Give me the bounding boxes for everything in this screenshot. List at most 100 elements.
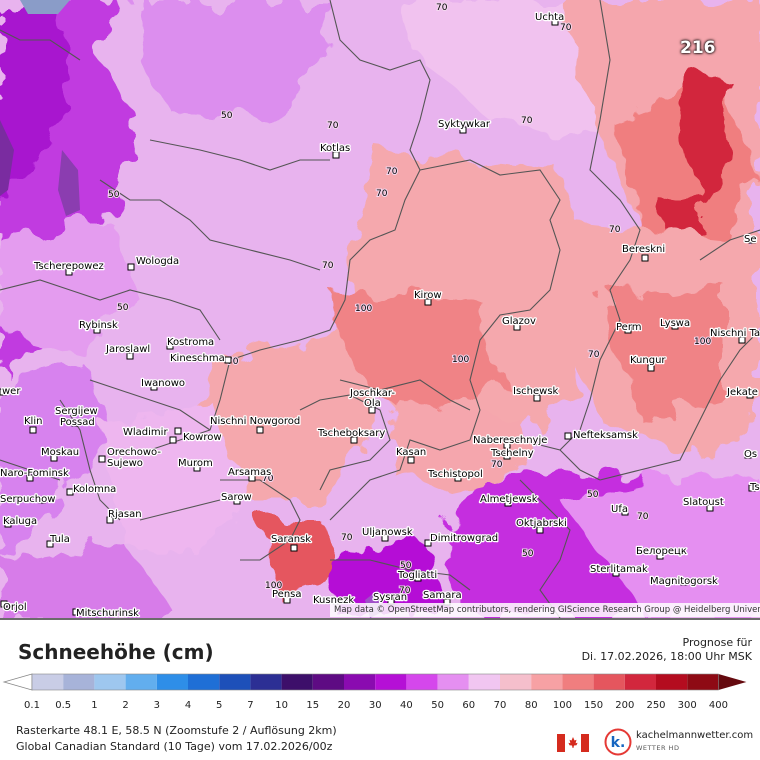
city-marker [748,236,756,244]
isoline-label: 70 [588,350,600,360]
city-marker [748,484,756,492]
city-label: Klin [24,416,42,427]
scale-segment [94,674,126,690]
city-marker [504,499,512,507]
logo-letter: k. [611,735,626,751]
scale-tick-label: 5 [216,700,222,711]
scale-tick-label: 15 [306,700,319,711]
city-label: wer [2,386,21,397]
isoline-label: 50 [108,190,120,200]
city-label: Se [744,234,757,245]
isoline-label: 50 [587,490,599,500]
city-label: Glazov [502,316,536,327]
kachelmann-logo-icon: k. [604,728,632,756]
city-label: Magnitogorsk [650,576,718,587]
city-label: Kasan [396,447,426,458]
city-marker [169,436,177,444]
scale-tick-label: 7 [247,700,253,711]
city-marker [454,474,462,482]
isoline-label: 70 [327,121,339,131]
city-label: Tscherepowez [33,261,104,272]
city-label: Nabereschnyje [473,435,547,446]
scale-tick-label: 0.1 [24,700,40,711]
city-marker [26,474,34,482]
city-label: Ufa [611,504,628,515]
scale-arrow-high [718,674,747,690]
city-marker [332,151,340,159]
city-label: Orechowo- [107,447,161,458]
city-label: Rjasan [108,509,142,520]
isoline-label: 50 [117,303,129,313]
isoline-label: 70 [262,474,274,484]
isoline-label: 50 [221,111,233,121]
kachelmann-logo[interactable]: k. kachelmannwetter.com WETTER HD [604,728,754,758]
city-marker [381,534,389,542]
max-value-label: 216 [680,38,716,58]
city-label: Syktywkar [438,119,491,130]
scale-segment [468,674,500,690]
city-marker [746,391,754,399]
scale-tick-label: 20 [338,700,351,711]
city-marker [350,436,358,444]
city-marker [4,520,12,528]
city-marker [65,268,73,276]
scale-segment [562,674,594,690]
city-marker [0,600,8,608]
city-label: Kolomna [73,484,116,495]
scale-tick-label: 200 [615,700,634,711]
isoline-label: 50 [400,561,412,571]
isoline-label: 70 [376,189,388,199]
forecast-label: Prognose für [682,636,753,649]
city-marker [93,326,101,334]
city-marker [424,539,432,547]
map-attribution[interactable]: Map data © OpenStreetMap contributors, r… [330,603,760,617]
city-marker [656,552,664,560]
city-label: Joschkar- [349,388,395,399]
city-marker [624,326,632,334]
city-label: Wladimir [123,427,168,438]
city-marker [564,432,572,440]
city-marker [641,254,649,262]
map-canvas: 70 70 50 70 70 70 70 50 70 70 50 100 100 70 100 70 70 50 7… [0,0,760,618]
scale-tick-label: 3 [154,700,160,711]
city-marker [106,516,114,524]
scale-tick-label: 250 [646,700,665,711]
isoline-label: 100 [452,355,469,365]
city-label: Lyswa [660,318,690,329]
isoline-label: 70 [322,261,334,271]
city-marker [671,322,679,330]
city-label: Tschistopol [427,469,483,480]
city-marker [29,426,37,434]
city-marker [503,441,511,449]
scale-segment [156,674,188,690]
city-label: Murom [178,458,213,469]
isoline-label: 70 [637,512,649,522]
scale-segment [406,674,438,690]
isoline-label: 70 [560,23,572,33]
city-label: Pensa [272,589,302,600]
city-labels: Uchta Syktywkar Kotlas Bereskni Tscherepowez… [0,11,760,618]
forecast-info: Prognose für Di. 17.02.2026, 18:00 Uhr M… [582,636,752,664]
isoline-label: 100 [355,304,372,314]
city-marker [233,497,241,505]
snow-depth-map[interactable]: 70 70 50 70 70 70 70 50 70 70 50 100 100 70 100 70 70 50 7… [0,0,760,618]
city-marker [38,496,46,504]
isoline-label: 70 [436,3,448,13]
city-label: Dimitrowgrad [430,533,498,544]
logo-text: kachelmannwetter.com [636,730,754,741]
city-label: Slatoust [683,497,724,508]
city-label: Saransk [271,534,311,545]
forecast-date: Di. 17.02.2026, 18:00 Uhr MSK [581,650,752,663]
scale-segment [656,674,688,690]
scale-segment [63,674,95,690]
city-label: Tschelny [490,448,534,459]
logo-subtext: WETTER HD [636,744,680,752]
scale-tick-label: 10 [275,700,288,711]
city-marker [621,508,629,516]
city-label: Sujewo [107,458,143,469]
raster-info: Rasterkarte 48.1 E, 58.5 N (Zoomstufe 2 … [16,724,337,737]
city-marker [224,356,232,364]
scale-tick-label: 40 [400,700,413,711]
city-label: Kirow [414,290,442,301]
city-marker [503,452,511,460]
